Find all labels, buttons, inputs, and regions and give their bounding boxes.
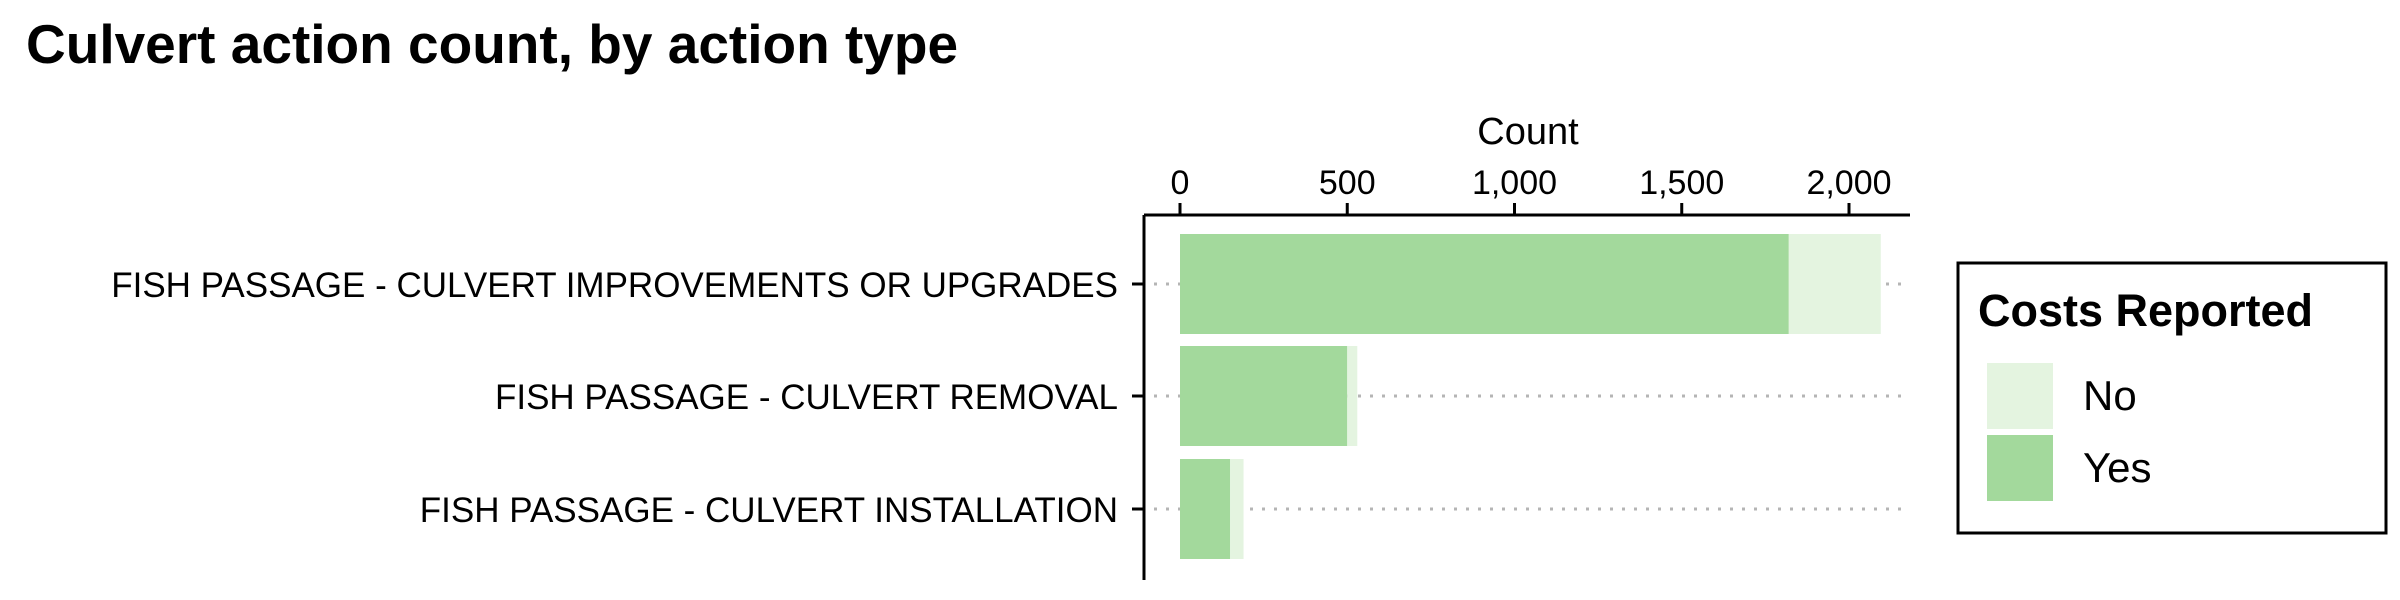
x-tick-label: 2,000 (1806, 164, 1891, 202)
bar-yes (1180, 346, 1348, 446)
legend-swatch-yes (1987, 435, 2053, 501)
x-axis-title: Count (1477, 111, 1579, 153)
bar-yes (1180, 459, 1231, 559)
x-tick-label: 1,500 (1639, 164, 1724, 202)
category-label: FISH PASSAGE - CULVERT INSTALLATION (420, 491, 1118, 530)
bar-no (1230, 459, 1244, 559)
category-label: FISH PASSAGE - CULVERT REMOVAL (495, 378, 1118, 417)
bar-no (1347, 346, 1358, 446)
legend-swatch-no (1987, 363, 2053, 429)
x-ticks-group: 0 500 1,000 1,500 2,000 (1171, 164, 1892, 215)
legend-title: Costs Reported (1978, 285, 2313, 336)
bars-group (1180, 234, 1881, 559)
x-tick-label: 1,000 (1472, 164, 1557, 202)
x-tick-label: 0 (1171, 164, 1190, 202)
axes-group (1132, 213, 1910, 580)
legend: Costs Reported No Yes (1956, 261, 2388, 535)
category-label: FISH PASSAGE - CULVERT IMPROVEMENTS OR U… (111, 266, 1118, 305)
legend-entries: No Yes (1987, 363, 2152, 501)
bar-yes (1180, 234, 1789, 334)
legend-label-no: No (2083, 372, 2137, 419)
legend-label-yes: Yes (2083, 444, 2152, 491)
bar-no (1788, 234, 1881, 334)
category-labels-group: FISH PASSAGE - CULVERT IMPROVEMENTS OR U… (111, 266, 1118, 530)
x-tick-label: 500 (1319, 164, 1376, 202)
chart-title: Culvert action count, by action type (26, 13, 959, 75)
